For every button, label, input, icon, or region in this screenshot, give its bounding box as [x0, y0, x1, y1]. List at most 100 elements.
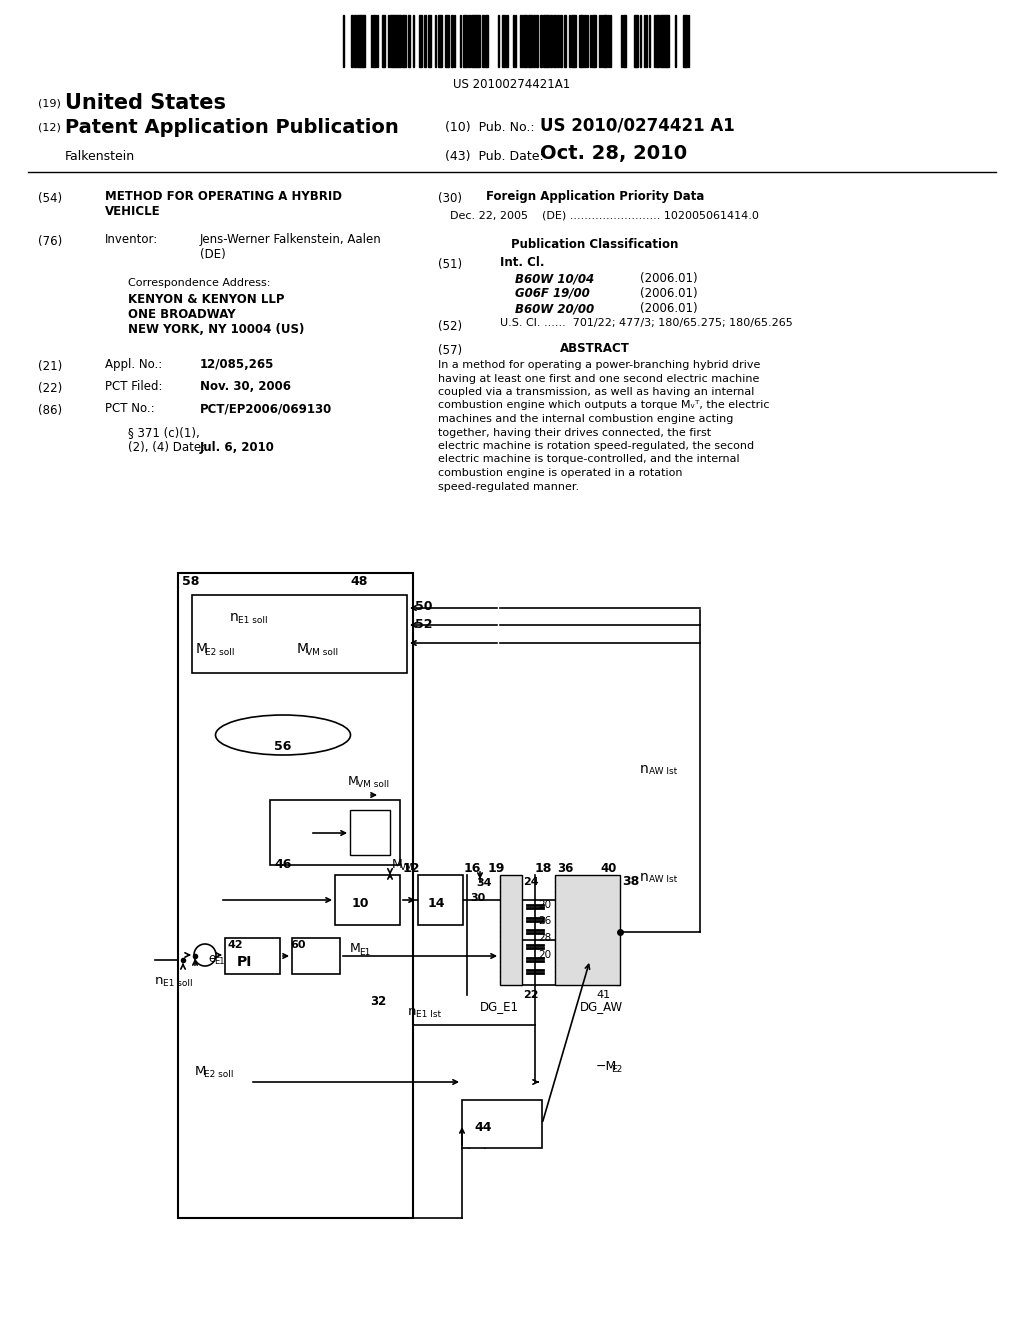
Text: G06F 19/00: G06F 19/00 — [515, 286, 590, 300]
Text: 38: 38 — [622, 875, 639, 888]
Text: B60W 10/04: B60W 10/04 — [515, 272, 594, 285]
Text: n: n — [155, 974, 164, 987]
Text: n: n — [640, 870, 649, 884]
Text: 22: 22 — [523, 990, 539, 1001]
Text: Falkenstein: Falkenstein — [65, 150, 135, 162]
Text: (10)  Pub. No.:: (10) Pub. No.: — [445, 121, 535, 135]
Text: 41: 41 — [596, 990, 610, 1001]
Bar — [358, 15, 360, 67]
Text: 30: 30 — [470, 894, 485, 903]
Text: combustion engine which outputs a torque Mᵥᵀ, the electric: combustion engine which outputs a torque… — [438, 400, 769, 411]
Text: 42: 42 — [228, 940, 244, 950]
Text: (2006.01): (2006.01) — [640, 272, 697, 285]
Bar — [471, 15, 474, 67]
Text: Dec. 22, 2005    (DE) ......................... 102005061414.0: Dec. 22, 2005 (DE) .....................… — [450, 210, 759, 220]
Bar — [445, 15, 449, 67]
Bar — [292, 939, 340, 974]
Text: In a method for operating a power-branching hybrid drive: In a method for operating a power-branch… — [438, 360, 761, 370]
Text: PCT No.:: PCT No.: — [105, 403, 155, 414]
Text: (30): (30) — [438, 191, 462, 205]
Text: combustion engine is operated in a rotation: combustion engine is operated in a rotat… — [438, 469, 683, 478]
Bar — [270, 800, 400, 865]
Text: Nov. 30, 2006: Nov. 30, 2006 — [200, 380, 291, 393]
Bar — [560, 15, 562, 67]
Text: METHOD FOR OPERATING A HYBRID: METHOD FOR OPERATING A HYBRID — [105, 190, 342, 203]
Bar — [225, 939, 280, 974]
Text: KENYON & KENYON LLP: KENYON & KENYON LLP — [128, 293, 285, 306]
Text: DG_AW: DG_AW — [580, 1001, 624, 1012]
Text: 50: 50 — [415, 601, 432, 612]
Text: 58: 58 — [182, 576, 200, 587]
Text: Jens-Werner Falkenstein, Aalen: Jens-Werner Falkenstein, Aalen — [200, 234, 382, 246]
Bar — [529, 15, 531, 67]
Text: speed-regulated manner.: speed-regulated manner. — [438, 482, 580, 491]
Text: (21): (21) — [38, 360, 62, 374]
Bar — [523, 15, 525, 67]
Text: electric machine is torque-controlled, and the internal: electric machine is torque-controlled, a… — [438, 454, 739, 465]
Text: 24: 24 — [523, 876, 539, 887]
Text: Oct. 28, 2010: Oct. 28, 2010 — [540, 144, 687, 162]
Text: electric machine is rotation speed-regulated, the second: electric machine is rotation speed-regul… — [438, 441, 754, 451]
Bar — [351, 15, 353, 67]
Text: n: n — [230, 610, 239, 624]
Text: E1 lst: E1 lst — [416, 1010, 441, 1019]
Text: E1: E1 — [359, 948, 371, 957]
Text: 20: 20 — [538, 900, 551, 909]
Text: 10: 10 — [352, 898, 370, 909]
Text: Appl. No.:: Appl. No.: — [105, 358, 162, 371]
Text: § 371 (c)(1),: § 371 (c)(1), — [128, 426, 200, 440]
Text: (76): (76) — [38, 235, 62, 248]
Bar — [534, 15, 535, 67]
Text: VM soll: VM soll — [306, 648, 338, 657]
Text: US 2010/0274421 A1: US 2010/0274421 A1 — [540, 117, 735, 135]
Text: n: n — [640, 762, 649, 776]
Text: ONE BROADWAY: ONE BROADWAY — [128, 308, 236, 321]
Text: (51): (51) — [438, 257, 462, 271]
Bar — [547, 15, 549, 67]
Bar — [555, 875, 620, 985]
Text: (DE): (DE) — [200, 248, 225, 261]
Text: NEW YORK, NY 10004 (US): NEW YORK, NY 10004 (US) — [128, 323, 304, 337]
Bar — [571, 15, 574, 67]
Bar — [636, 15, 638, 67]
Text: (86): (86) — [38, 404, 62, 417]
Bar — [525, 15, 527, 67]
Text: (19): (19) — [38, 98, 60, 108]
Text: (2), (4) Date:: (2), (4) Date: — [128, 441, 205, 454]
Bar — [462, 1100, 542, 1148]
Bar — [360, 15, 362, 67]
Text: 18: 18 — [535, 862, 552, 875]
Text: n: n — [408, 1005, 417, 1018]
Bar — [574, 15, 575, 67]
Text: (12): (12) — [38, 121, 60, 132]
Text: (57): (57) — [438, 345, 462, 356]
Bar — [683, 15, 685, 67]
Bar — [397, 15, 400, 67]
Bar — [428, 15, 431, 67]
Text: 34: 34 — [476, 878, 492, 888]
Text: 14: 14 — [428, 898, 445, 909]
Bar — [178, 573, 413, 1218]
Text: 36: 36 — [557, 862, 573, 875]
Text: Jul. 6, 2010: Jul. 6, 2010 — [200, 441, 274, 454]
Bar — [418, 875, 463, 925]
Text: M: M — [392, 858, 402, 871]
Text: having at least one first and one second electric machine: having at least one first and one second… — [438, 374, 760, 384]
Bar — [506, 15, 508, 67]
Bar — [395, 15, 397, 67]
Text: 44: 44 — [474, 1121, 492, 1134]
Text: (2006.01): (2006.01) — [640, 302, 697, 315]
Bar — [193, 595, 407, 673]
Text: ABSTRACT: ABSTRACT — [560, 342, 630, 355]
Text: 28: 28 — [538, 933, 551, 942]
Bar — [424, 15, 426, 67]
Text: VM: VM — [400, 863, 414, 873]
Bar — [475, 15, 477, 67]
Text: PCT Filed:: PCT Filed: — [105, 380, 163, 393]
Text: 46: 46 — [274, 858, 292, 871]
Text: (43)  Pub. Date:: (43) Pub. Date: — [445, 150, 544, 162]
Text: Correspondence Address:: Correspondence Address: — [128, 279, 270, 288]
Bar — [553, 15, 555, 67]
Text: E2: E2 — [611, 1065, 623, 1074]
Text: PCT/EP2006/069130: PCT/EP2006/069130 — [200, 403, 332, 414]
